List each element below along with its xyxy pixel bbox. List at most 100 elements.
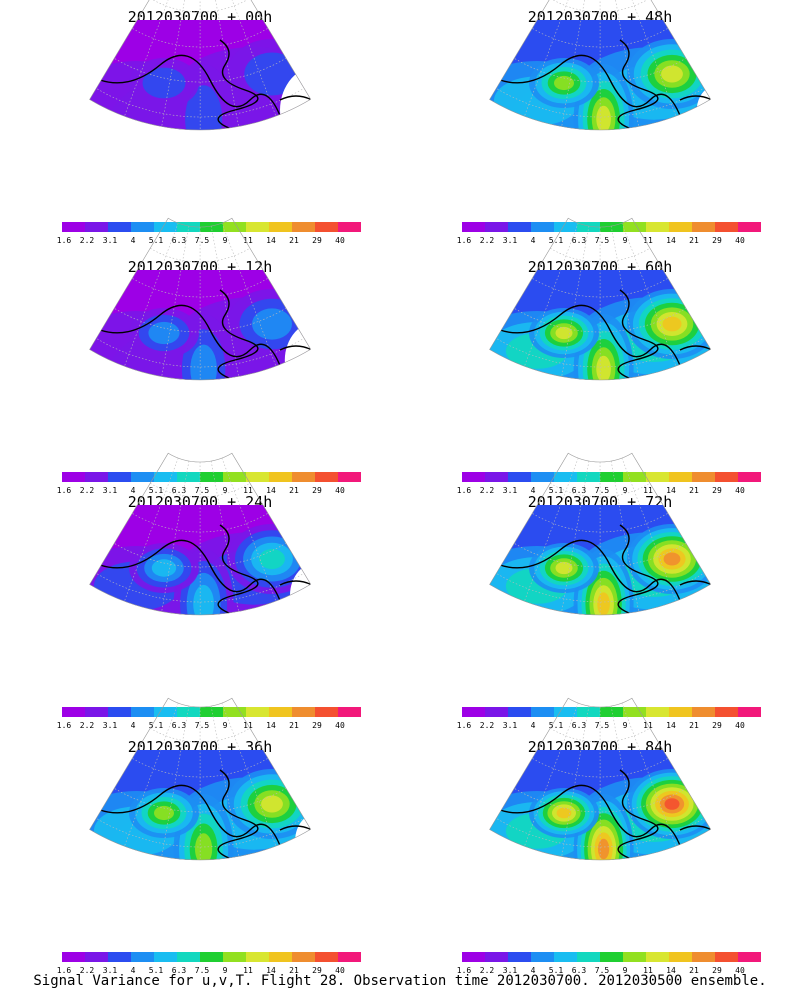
colorbar-swatch [108,952,131,962]
colorbar-label: 5.1 [149,236,164,245]
colorbar-swatch [508,222,531,232]
colorbar-label: 14 [266,236,276,245]
colorbar-label: 40 [735,721,745,730]
colorbar-swatch [338,952,361,962]
colorbar-swatch [531,952,554,962]
colorbar-label: 6.3 [172,966,187,975]
colorbar-swatch [200,707,223,717]
variance-field [489,750,711,860]
colorbar-label: 21 [689,721,699,730]
colorbar-swatch [85,707,108,717]
colorbar-swatch [554,707,577,717]
colorbar-label: 9 [223,721,228,730]
colorbar-swatch [315,952,338,962]
colorbar-swatch [131,707,154,717]
colorbar-swatch [669,222,692,232]
colorbar-swatch [338,472,361,482]
colorbar-label: 29 [312,486,322,495]
colorbar-label: 2.2 [80,721,95,730]
graticule [489,0,711,130]
colorbar: 1.6 2.2 3.1 4 5.1 6.3 7.5 9 11 14 21 29 40 [457,472,761,495]
colorbar-swatch [738,707,761,717]
colorbar-label: 29 [312,721,322,730]
colorbar-label: 29 [712,236,722,245]
colorbar-swatch [715,222,738,232]
colorbar-swatch [62,222,85,232]
colorbar-label: 5.1 [549,966,564,975]
colorbar-swatch [508,952,531,962]
colorbar-swatch [669,707,692,717]
colorbar-swatch [85,472,108,482]
colorbar-swatch [62,472,85,482]
colorbar-label: 6.3 [172,721,187,730]
colorbar-swatch [577,472,600,482]
colorbar-label: 1.6 [457,236,472,245]
colorbar-swatch [738,222,761,232]
colorbar-swatch [531,222,554,232]
colorbar-label: 2.2 [480,486,495,495]
graticule [89,0,311,130]
colorbar-label: 5.1 [549,486,564,495]
colorbar-label: 2.2 [80,486,95,495]
colorbar-swatch [577,707,600,717]
colorbar-swatch [62,707,85,717]
colorbar-label: 6.3 [172,486,187,495]
colorbar-swatch [646,472,669,482]
colorbar-swatch [223,222,246,232]
colorbar-swatch [292,472,315,482]
colorbar-label: 21 [289,236,299,245]
colorbar-label: 40 [335,721,345,730]
colorbar-swatch [154,472,177,482]
colorbar-swatch [692,472,715,482]
colorbar-label: 4 [131,966,136,975]
colorbar-label: 4 [131,486,136,495]
colorbar-swatch [485,952,508,962]
colorbar-label: 14 [266,721,276,730]
colorbar-label: 3.1 [503,966,518,975]
graticule [489,218,711,380]
colorbar-label: 1.6 [457,966,472,975]
colorbar-swatch [108,707,131,717]
colorbar-label: 3.1 [103,721,118,730]
colorbar-label: 9 [623,486,628,495]
colorbar-label: 7.5 [595,236,610,245]
colorbar-swatch [462,952,485,962]
colorbar-swatch [508,707,531,717]
colorbar-label: 1.6 [457,721,472,730]
variance-field [89,750,311,860]
colorbar-swatch [485,707,508,717]
colorbar-swatch [154,707,177,717]
colorbar-label: 4 [531,486,536,495]
colorbar-swatch [177,707,200,717]
colorbar-swatch [269,707,292,717]
colorbar-swatch [292,707,315,717]
colorbar-label: 21 [289,966,299,975]
colorbar-swatch [269,952,292,962]
colorbar-label: 11 [243,486,253,495]
colorbar-label: 11 [643,236,653,245]
colorbar-label: 9 [223,236,228,245]
colorbar-label: 9 [223,966,228,975]
graticule [489,698,711,860]
colorbar-swatch [315,472,338,482]
colorbar-swatch [692,952,715,962]
colorbar-label: 7.5 [195,486,210,495]
colorbar-label: 40 [735,236,745,245]
colorbar-swatch [669,472,692,482]
variance-field [89,20,311,130]
colorbar-swatch [315,707,338,717]
colorbar-swatch [692,707,715,717]
colorbar-label: 11 [643,966,653,975]
colorbar: 1.6 2.2 3.1 4 5.1 6.3 7.5 9 11 14 21 29 40 [457,707,761,730]
variance-field [489,505,711,615]
colorbar-swatch [338,707,361,717]
graticule [489,453,711,615]
colorbar-swatch [600,952,623,962]
colorbar-swatch [692,222,715,232]
colorbar-swatch [531,707,554,717]
